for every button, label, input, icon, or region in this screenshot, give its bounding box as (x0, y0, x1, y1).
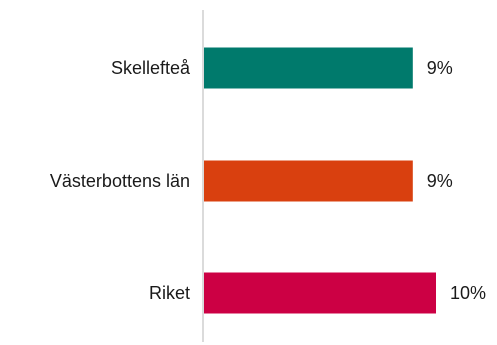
bar-0 (204, 47, 413, 89)
bars-group (204, 47, 436, 314)
value-label-2: 10% (450, 283, 486, 303)
category-label-0: Skellefteå (111, 58, 191, 78)
value-label-0: 9% (427, 58, 453, 78)
category-label-1: Västerbottens län (50, 171, 190, 191)
category-labels-group: Skellefteå Västerbottens län Riket (50, 58, 191, 303)
category-label-2: Riket (149, 283, 190, 303)
bar-1 (204, 160, 413, 202)
bar-2 (204, 272, 436, 314)
value-labels-group: 9% 9% 10% (427, 58, 486, 303)
value-label-1: 9% (427, 171, 453, 191)
